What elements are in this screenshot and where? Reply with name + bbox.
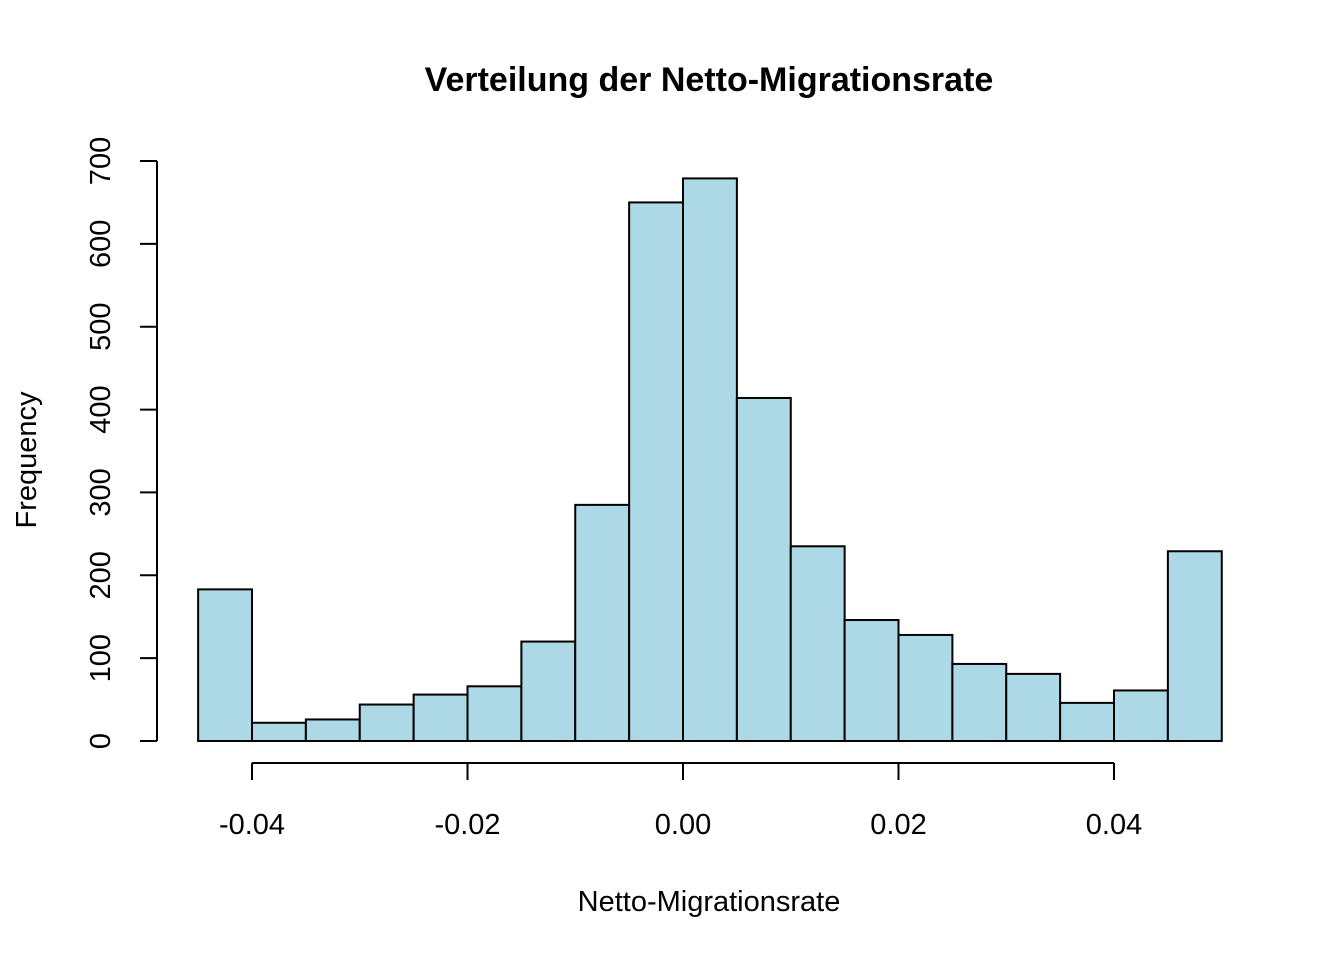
histogram-bar [251,721,307,743]
x-axis: -0.04 -0.02 0.00 0.02 0.04 [219,762,1142,841]
x-tick-label: 0.00 [655,809,711,841]
y-axis: 0 100 200 300 400 500 600 700 [85,137,158,749]
histogram-bar [1005,672,1062,743]
histogram-bar [1113,689,1169,743]
histogram-bar [682,177,738,742]
histogram-bar [628,201,685,742]
histogram-bar [358,703,415,742]
y-tick-label: 300 [85,468,117,516]
histogram-bar [520,640,577,743]
y-axis-label: Frequency [11,391,43,529]
y-tick-label: 0 [85,733,117,749]
histogram-bar [735,396,792,742]
x-tick-label: 0.04 [1086,809,1142,841]
y-tick-label: 100 [85,634,117,682]
histogram-bar [1166,550,1223,743]
x-axis-label: Netto-Migrationsrate [578,886,841,918]
histogram-bar [897,633,954,742]
y-tick-label: 700 [85,137,117,185]
chart-title: Verteilung der Netto-Migrationsrate [425,61,994,99]
y-tick-label: 400 [85,385,117,433]
bars-group [197,177,1223,743]
x-tick-label: 0.02 [870,809,926,841]
x-tick-label: -0.02 [434,809,500,841]
histogram-bar [197,588,254,742]
histogram-bar [466,685,523,742]
histogram-bar [412,693,469,742]
histogram-bar [574,503,631,742]
histogram-bar [843,619,900,743]
y-tick-label: 600 [85,220,117,268]
histogram-bar [304,718,361,743]
y-tick-label: 200 [85,551,117,599]
histogram-bar [951,662,1008,742]
x-tick-label: -0.04 [219,809,285,841]
histogram-bar [789,545,846,742]
y-tick-label: 500 [85,303,117,351]
histogram-bar [1059,701,1116,743]
